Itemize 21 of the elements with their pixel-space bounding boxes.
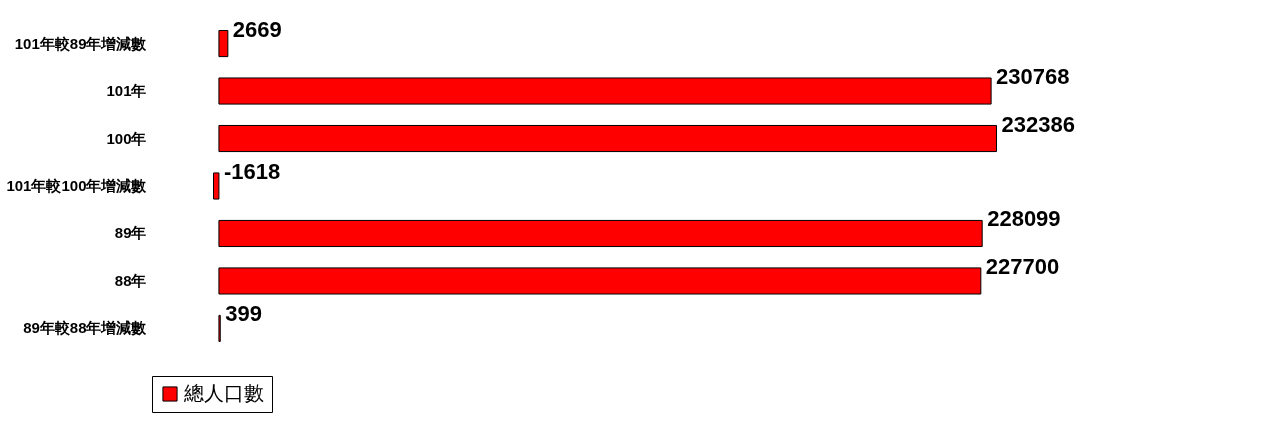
y-tick-label: 89年較88年增減數 [23,319,148,337]
data-label: 232386 [1001,111,1075,137]
data-label: 2669 [232,16,282,42]
y-tick-label: 88年 [114,271,147,289]
data-label: -1618 [223,159,281,184]
y-tick-label: 101年較89年增減數 [14,34,148,52]
data-label: 399 [225,301,262,327]
bar [218,267,982,295]
y-tick-label: 100年 [106,129,147,147]
legend-label: 總人口數 [183,382,264,404]
bar [213,172,220,200]
bar [218,30,229,58]
bar [218,77,992,105]
y-tick-label: 89年 [114,224,147,242]
data-label: 227700 [985,253,1060,279]
bar [218,124,998,153]
bar [218,219,983,248]
data-label: 230768 [996,64,1070,90]
y-tick-label: 101年較100年增減數 [6,177,148,194]
data-label: 228099 [987,206,1061,232]
y-tick-label: 101年 [106,82,147,100]
